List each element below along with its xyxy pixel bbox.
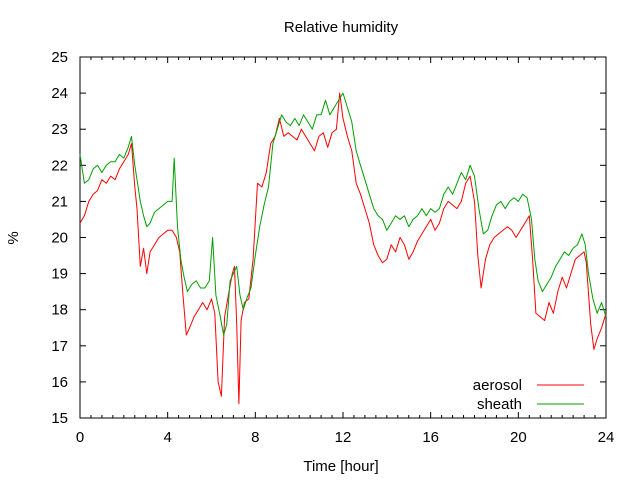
y-tick-label: 24 xyxy=(51,85,68,102)
legend-label-sheath: sheath xyxy=(477,396,522,413)
series-line-sheath xyxy=(79,92,607,336)
y-tick-label: 21 xyxy=(51,193,68,210)
x-axis-label: Time [hour] xyxy=(303,458,378,475)
x-tick-label: 4 xyxy=(163,429,171,446)
x-tick-label: 16 xyxy=(422,429,439,446)
y-tick-label: 22 xyxy=(51,157,68,174)
chart-title: Relative humidity xyxy=(284,19,399,36)
series-lines xyxy=(79,92,607,405)
x-tick-label: 8 xyxy=(251,429,259,446)
x-tick-label: 12 xyxy=(335,429,352,446)
y-tick-label: 16 xyxy=(51,374,68,391)
y-tick-label: 23 xyxy=(51,121,68,138)
y-tick-label: 17 xyxy=(51,338,68,355)
x-tick-label: 24 xyxy=(598,429,615,446)
tick-marks xyxy=(79,56,607,419)
y-axis-label: % xyxy=(5,231,22,244)
x-tick-label: 20 xyxy=(510,429,527,446)
y-tick-label: 19 xyxy=(51,266,68,283)
series-line-aerosol xyxy=(79,92,607,405)
legend-label-aerosol: aerosol xyxy=(473,377,522,394)
x-tick-label: 0 xyxy=(76,429,84,446)
y-tick-label: 25 xyxy=(51,49,68,66)
legend: aerosol sheath xyxy=(473,377,584,413)
y-tick-label: 20 xyxy=(51,230,68,247)
y-tick-label: 15 xyxy=(51,410,68,427)
y-tick-label: 18 xyxy=(51,302,68,319)
tick-labels: 15 16 17 18 19 20 21 22 23 24 25 0 4 8 12 16 20 24 xyxy=(51,49,614,446)
